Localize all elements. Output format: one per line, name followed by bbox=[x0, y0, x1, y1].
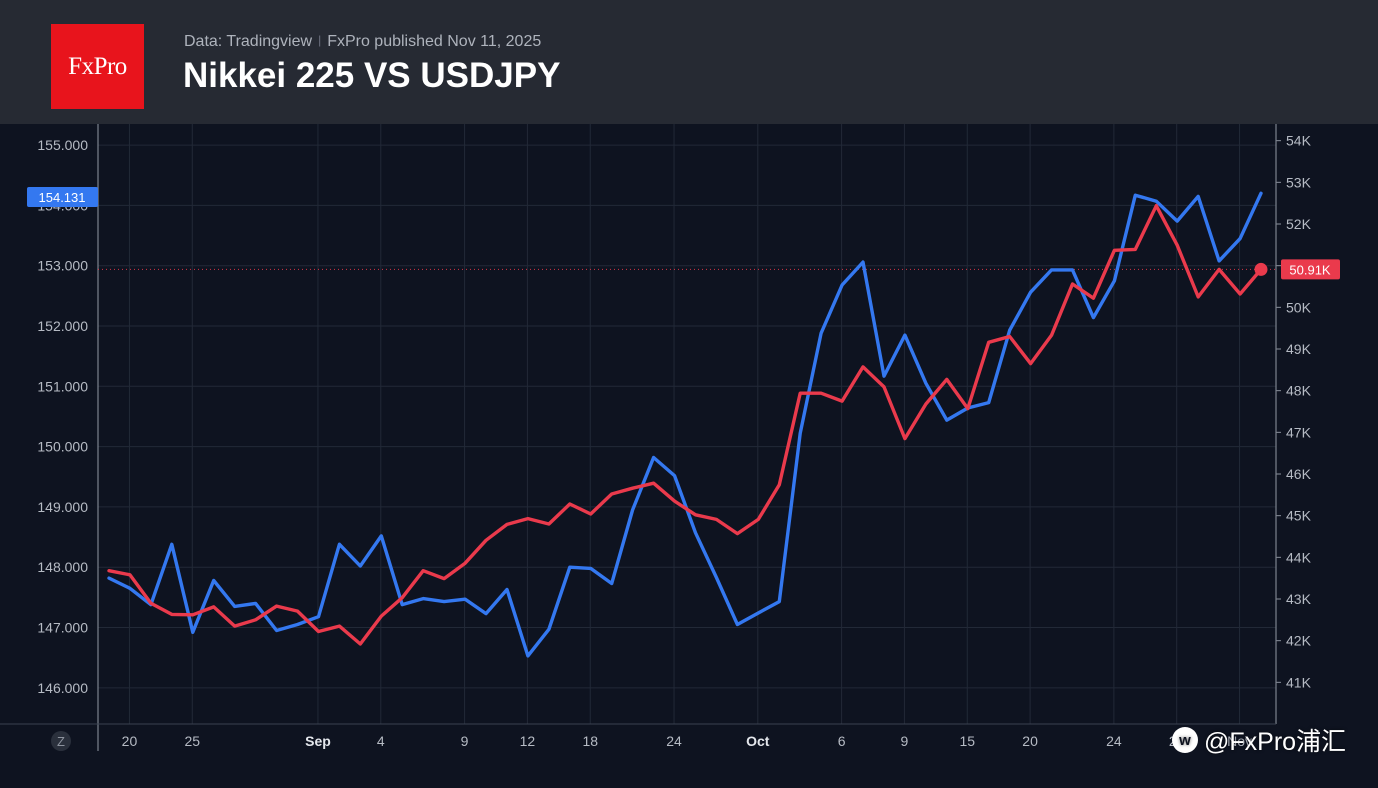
nikkei-last-label: 50.91K bbox=[1289, 262, 1331, 277]
x-tick-label: 20 bbox=[1022, 733, 1038, 749]
right-tick-label: 52K bbox=[1286, 216, 1312, 232]
usdjpy-line bbox=[107, 191, 1263, 658]
corner-label: Z bbox=[57, 734, 65, 749]
axes: Z bbox=[0, 124, 1281, 751]
published-date: FxPro published Nov 11, 2025 bbox=[327, 33, 542, 50]
left-tick-label: 148.000 bbox=[37, 559, 88, 575]
x-tick-label: 24 bbox=[1106, 733, 1122, 749]
x-tick-label: 15 bbox=[959, 733, 975, 749]
right-tick-label: 44K bbox=[1286, 549, 1312, 565]
right-tick-label: 53K bbox=[1286, 174, 1312, 190]
nikkei-last-tag bbox=[1281, 259, 1340, 280]
left-tick-label: 153.000 bbox=[37, 258, 88, 274]
left-tick-label: 150.000 bbox=[37, 439, 88, 455]
nikkei-last-dot bbox=[1254, 262, 1268, 276]
left-tick-label: 151.000 bbox=[37, 378, 88, 394]
left-tick-label: 152.000 bbox=[37, 318, 88, 334]
x-tick-label: 4 bbox=[377, 733, 385, 749]
header: FxPro Data: Tradingview | FxPro published … bbox=[0, 0, 1378, 124]
x-tick-label: 12 bbox=[520, 733, 536, 749]
right-tick-label: 41K bbox=[1286, 674, 1312, 690]
x-tick-label: 20 bbox=[122, 733, 138, 749]
right-tick-label: 47K bbox=[1286, 424, 1312, 440]
right-tick-label: 43K bbox=[1286, 591, 1312, 607]
right-tick-label: 42K bbox=[1286, 633, 1312, 649]
usdjpy-last-label: 154.131 bbox=[39, 190, 86, 205]
axis-labels: 146.000 147.000 148.000 149.000 150.000 151.0… bbox=[27, 133, 1340, 749]
right-tick-label: 54K bbox=[1286, 133, 1312, 149]
right-tick-label: 48K bbox=[1286, 383, 1312, 399]
fxpro-logo: FxPro bbox=[51, 24, 144, 109]
left-tick-label: 147.000 bbox=[37, 620, 88, 636]
right-tick-label: 46K bbox=[1286, 466, 1312, 482]
x-tick-label: 18 bbox=[582, 733, 598, 749]
x-tick-label: 9 bbox=[461, 733, 469, 749]
right-tick-label: 49K bbox=[1286, 341, 1312, 357]
usdjpy-last-tag bbox=[27, 187, 98, 207]
x-tick-label: 24 bbox=[666, 733, 682, 749]
chart-area: Z 146.000147.000148.000149.000150.000151… bbox=[0, 124, 1340, 751]
right-tick-label: 45K bbox=[1286, 508, 1312, 524]
source-line: Data: Tradingview | FxPro published Nov 11… bbox=[184, 33, 541, 51]
x-tick-label: Sep bbox=[305, 733, 331, 749]
right-tick-label: 50K bbox=[1286, 299, 1312, 315]
weibo-icon: w bbox=[1172, 727, 1198, 753]
x-tick-label: 25 bbox=[184, 733, 200, 749]
series-lines bbox=[107, 191, 1268, 658]
left-tick-label: 155.000 bbox=[37, 137, 88, 153]
left-tick-label: 149.000 bbox=[37, 499, 88, 515]
x-tick-label: 9 bbox=[901, 733, 909, 749]
data-source: Data: Tradingview bbox=[184, 33, 313, 50]
nikkei-line bbox=[107, 203, 1263, 646]
x-tick-label: Nov bbox=[1227, 733, 1252, 749]
watermark: w @FxPro浦汇 bbox=[1172, 722, 1346, 758]
grid-lines bbox=[98, 124, 1276, 724]
x-tick-label: Oct bbox=[746, 733, 770, 749]
separator: | bbox=[318, 33, 322, 47]
left-tick-label: 146.000 bbox=[37, 680, 88, 696]
chart-title: Nikkei 225 VS USDJPY bbox=[183, 56, 561, 95]
watermark-text: @FxPro浦汇 bbox=[1204, 728, 1347, 756]
x-tick-label: 6 bbox=[838, 733, 846, 749]
corner-badge bbox=[51, 731, 71, 751]
